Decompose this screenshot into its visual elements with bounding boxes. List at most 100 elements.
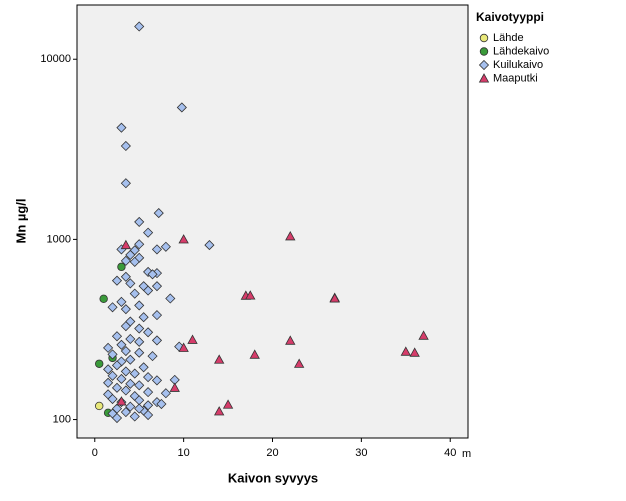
y-axis-title: Mn µg/l	[13, 198, 28, 243]
point	[143, 387, 154, 398]
point	[134, 300, 145, 311]
point	[160, 241, 171, 252]
legend-marker	[479, 33, 489, 43]
point	[409, 347, 420, 357]
point	[418, 330, 429, 340]
point	[116, 396, 127, 406]
point	[143, 409, 154, 421]
point	[95, 401, 104, 411]
point	[125, 278, 136, 289]
x-tick-label: 20	[266, 447, 278, 459]
point	[169, 382, 180, 392]
point	[160, 388, 171, 399]
x-axis-title: Kaivon syvyys	[228, 470, 318, 485]
point	[111, 412, 123, 424]
point	[151, 375, 163, 386]
point	[111, 275, 123, 286]
point	[103, 377, 114, 388]
point	[116, 339, 127, 350]
point	[107, 302, 118, 313]
point	[143, 327, 154, 338]
point	[134, 239, 145, 250]
legend-marker	[478, 73, 490, 83]
point	[329, 293, 340, 303]
point	[134, 21, 145, 32]
point	[120, 345, 131, 357]
point	[222, 399, 234, 409]
point	[134, 216, 145, 228]
point	[103, 364, 114, 375]
legend-label: Lähdekaivo	[493, 45, 549, 57]
point	[147, 351, 158, 362]
point	[111, 331, 123, 342]
point	[116, 122, 127, 133]
point	[107, 370, 118, 381]
point	[214, 406, 225, 416]
point	[120, 385, 131, 396]
legend-label: Lähde	[493, 32, 524, 44]
point	[178, 234, 189, 244]
point	[214, 354, 225, 364]
x-tick-label: 30	[355, 447, 367, 459]
x-tick-label: 10	[178, 447, 190, 459]
point	[143, 372, 154, 383]
x-tick-label: 40	[444, 447, 456, 459]
point	[285, 231, 296, 241]
point	[120, 407, 131, 418]
point	[120, 366, 131, 377]
point	[134, 323, 145, 334]
point	[249, 349, 260, 359]
point	[120, 239, 132, 250]
point	[138, 362, 149, 373]
point	[156, 398, 167, 410]
point	[176, 102, 187, 113]
point	[151, 310, 163, 321]
point	[120, 304, 131, 315]
point	[151, 244, 163, 255]
point	[134, 336, 145, 347]
point	[103, 342, 114, 353]
point	[293, 358, 305, 368]
point	[116, 296, 127, 307]
point	[134, 403, 145, 414]
legend-marker	[478, 59, 490, 71]
point	[125, 378, 136, 389]
point	[95, 359, 104, 368]
point	[178, 342, 189, 352]
point	[165, 293, 176, 304]
point	[125, 401, 136, 412]
legend-title: Kaivotyyppi	[476, 10, 544, 24]
point	[204, 240, 215, 251]
point	[129, 256, 140, 267]
point	[107, 349, 118, 360]
legend-marker	[479, 47, 489, 56]
point	[147, 269, 158, 280]
y-tick-label: 10000	[40, 53, 71, 65]
legend-label: Maaputki	[493, 72, 538, 84]
point	[111, 360, 123, 371]
point	[99, 294, 108, 304]
point	[129, 368, 140, 379]
point	[285, 335, 296, 345]
point	[129, 411, 140, 422]
point	[245, 290, 256, 300]
point	[143, 227, 154, 238]
point	[125, 249, 136, 260]
point	[134, 380, 145, 391]
point	[120, 255, 131, 266]
point	[125, 354, 136, 365]
point	[138, 312, 149, 323]
point	[120, 321, 131, 332]
point	[129, 288, 140, 299]
point	[120, 271, 131, 282]
point	[120, 140, 131, 152]
point	[117, 262, 126, 272]
point	[153, 208, 164, 219]
point	[187, 334, 198, 344]
x-tick-label: 0	[92, 447, 98, 459]
y-tick-label: 1000	[47, 233, 71, 245]
point	[111, 382, 123, 393]
y-tick-label: 100	[53, 413, 71, 425]
